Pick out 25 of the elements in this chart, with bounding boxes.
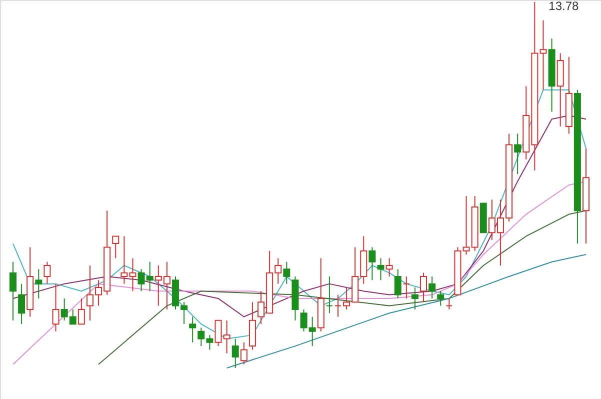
- candlestick: [334, 294, 342, 318]
- candlestick: [446, 298, 453, 310]
- candlestick: [402, 276, 410, 299]
- candlestick: [394, 268, 402, 299]
- candlestick: [386, 258, 393, 277]
- candlestick: [232, 338, 239, 368]
- candlestick: [35, 268, 42, 299]
- candlestick: [240, 342, 248, 365]
- candlestick: [78, 298, 85, 325]
- candlestick: [368, 246, 376, 281]
- candlestick: [283, 261, 290, 284]
- candlestick: [428, 276, 436, 299]
- candlestick: [10, 261, 16, 321]
- annotation: 13.78: [548, 0, 580, 13]
- candlestick: [52, 283, 60, 332]
- candlestick: [377, 258, 384, 281]
- candlestick: [514, 133, 522, 175]
- candlestick: [326, 276, 333, 314]
- candlestick: [112, 236, 120, 259]
- candlestick: [18, 283, 26, 325]
- candlestick: [411, 286, 418, 310]
- candlestick: [420, 272, 428, 303]
- candlestick: [189, 316, 196, 343]
- candlestick: [44, 261, 51, 284]
- candlestick: [437, 290, 444, 306]
